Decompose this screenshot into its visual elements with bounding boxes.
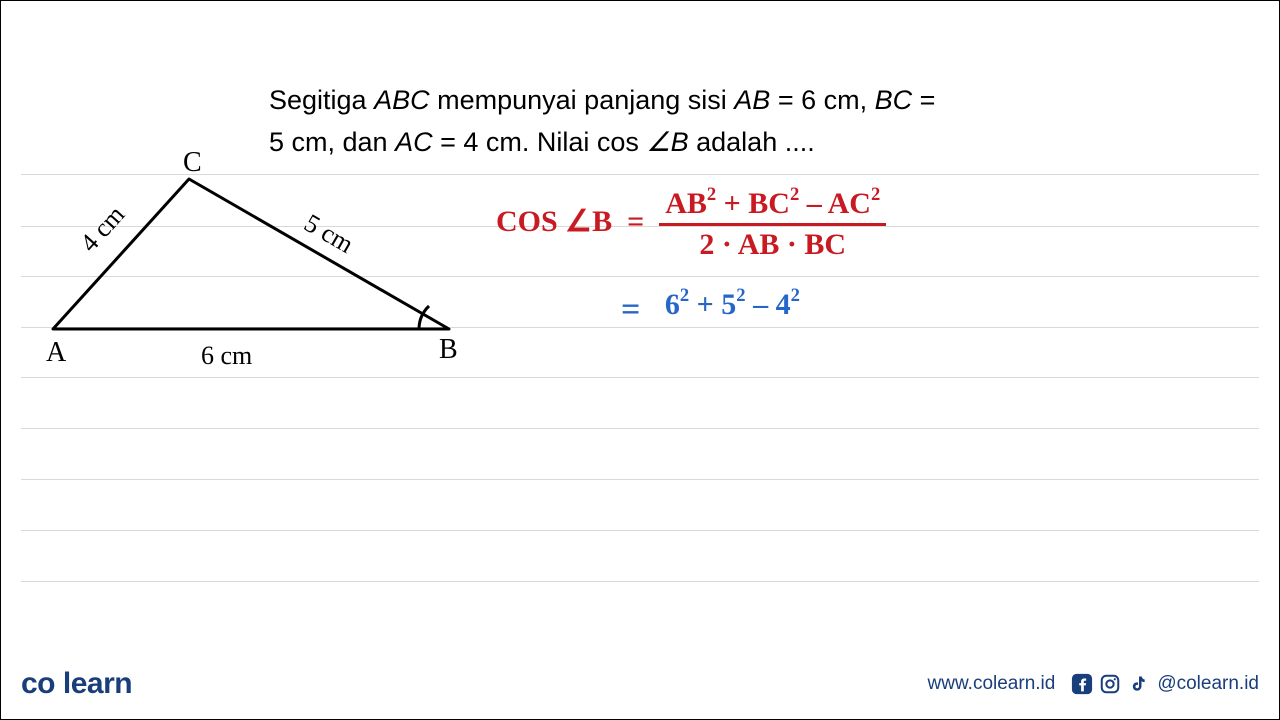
whiteboard-page: Segitiga ABC mempunyai panjang sisi AB =… [0, 0, 1280, 720]
vertex-label-c: C [183, 147, 202, 179]
footer: co learn www.colearn.id @colearn.id [21, 667, 1259, 701]
vertex-label-a: A [46, 337, 66, 369]
triangle-diagram: C A B 4 cm 5 cm 6 cm [31, 149, 471, 379]
rule-line [21, 530, 1259, 531]
var-abc: ABC [374, 85, 430, 115]
var-ab: AB [734, 85, 770, 115]
brand-co: co [21, 667, 55, 700]
var-bc: BC [875, 85, 913, 115]
rule-line [21, 581, 1259, 582]
cosine-formula: COS ∠B = AB2 + BC2 – AC2 2 · AB · BC [496, 186, 886, 262]
rule-line [21, 428, 1259, 429]
formula-row-1: COS ∠B = AB2 + BC2 – AC2 2 · AB · BC [496, 186, 886, 262]
vertex-label-b: B [439, 334, 458, 366]
text: = [912, 85, 935, 115]
formula-row-2: = 62 + 52 – 42 [621, 285, 800, 323]
brand-sep [55, 667, 63, 700]
instagram-icon [1099, 673, 1121, 695]
footer-url: www.colearn.id [928, 673, 1056, 695]
text: adalah .... [689, 127, 815, 157]
angle-b: ∠ [646, 127, 670, 157]
tiktok-icon [1127, 673, 1149, 695]
formula-denominator: 2 · AB · BC [659, 226, 886, 262]
var-b: B [671, 127, 689, 157]
formula-fraction: AB2 + BC2 – AC2 2 · AB · BC [659, 186, 886, 262]
triangle-shape [53, 179, 449, 329]
formula-numerator: AB2 + BC2 – AC2 [659, 186, 886, 226]
social-icons: @colearn.id [1071, 673, 1259, 695]
rule-line [21, 479, 1259, 480]
footer-right: www.colearn.id @colearn.id [928, 673, 1259, 695]
facebook-icon [1071, 673, 1093, 695]
text: = 6 cm, [770, 85, 874, 115]
social-handle: @colearn.id [1157, 673, 1259, 695]
side-label-ab: 6 cm [201, 341, 252, 371]
text: mempunyai panjang sisi [430, 85, 735, 115]
formula-lhs: COS ∠B = [496, 205, 659, 238]
equals: = [621, 291, 657, 328]
substituted-numerator: 62 + 52 – 42 [665, 288, 800, 321]
brand-learn: learn [63, 667, 132, 700]
brand-logo: co learn [21, 667, 132, 701]
text: Segitiga [269, 85, 374, 115]
